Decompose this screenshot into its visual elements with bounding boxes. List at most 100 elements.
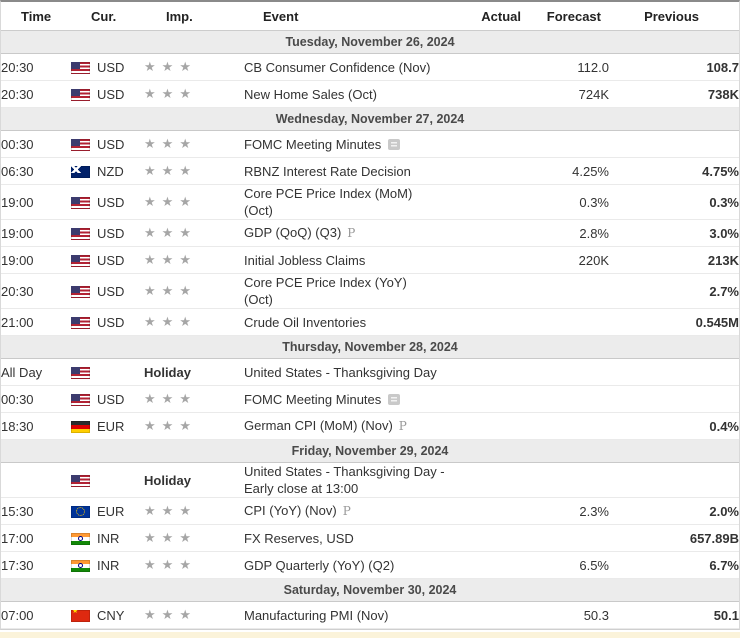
event-link[interactable]: FOMC Meeting Minutes [244,392,381,407]
importance-star-icon: ★ [179,194,191,209]
importance-cell: ★★★ [144,54,244,81]
forecast-cell: 724K [529,81,609,108]
column-header-row: Time Cur. Imp. Event Actual Forecast Pre… [1,2,739,31]
currency-cell: EUR [71,413,144,440]
currency-code: USD [97,392,124,407]
actual-cell [469,220,529,247]
time-cell: 07:00 [1,602,71,629]
event-link[interactable]: Manufacturing PMI (Nov) [244,608,389,623]
forecast-cell: 112.0 [529,54,609,81]
event-row[interactable]: 17:30INR★★★GDP Quarterly (YoY) (Q2)6.5%6… [1,552,739,579]
importance-star-icon: ★ [144,503,156,518]
flag-us-icon [71,197,90,209]
event-link[interactable]: Initial Jobless Claims [244,253,365,268]
event-link[interactable]: German CPI (MoM) (Nov) [244,418,393,433]
event-link[interactable]: New Home Sales (Oct) [244,87,377,102]
actual-cell [469,185,529,220]
previous-cell: 6.7% [609,552,739,579]
previous-cell: 50.1 [609,602,739,629]
event-link[interactable]: GDP (QoQ) (Q3) [244,225,341,240]
time-cell: All Day [1,359,71,386]
event-link[interactable]: GDP Quarterly (YoY) (Q2) [244,558,394,573]
event-row[interactable]: 07:00CNY★★★Manufacturing PMI (Nov)50.350… [1,602,739,629]
time-cell: 00:30 [1,131,71,158]
event-row[interactable]: 19:00USD★★★Initial Jobless Claims220K213… [1,247,739,274]
importance-star-icon: ★ [162,503,174,518]
previous-cell: 2.7% [609,274,739,309]
forecast-cell: 6.5% [529,552,609,579]
previous-cell [609,359,739,386]
forecast-cell [529,413,609,440]
forecast-cell: 220K [529,247,609,274]
time-cell: 19:00 [1,185,71,220]
importance-star-icon: ★ [179,283,191,298]
event-row[interactable]: 20:30USD★★★Core PCE Price Index (YoY)(Oc… [1,274,739,309]
event-row[interactable]: 00:30USD★★★FOMC Meeting Minutes [1,386,739,413]
event-row[interactable]: 15:30EUR★★★CPI (YoY) (Nov)P2.3%2.0% [1,498,739,525]
event-link[interactable]: Crude Oil Inventories [244,315,366,330]
importance-star-icon: ★ [179,136,191,151]
importance-star-icon: ★ [179,86,191,101]
importance-cell: Holiday [144,359,244,386]
event-link[interactable]: FOMC Meeting Minutes [244,137,381,152]
event-row[interactable]: 20:30USD★★★CB Consumer Confidence (Nov) 1… [1,54,739,81]
actual-cell [469,463,529,498]
importance-star-icon: ★ [179,225,191,240]
calendar-table-container: Time Cur. Imp. Event Actual Forecast Pre… [0,0,740,630]
event-row[interactable]: 06:30NZD★★★RBNZ Interest Rate Decision4.… [1,158,739,185]
preliminary-icon: P [347,226,355,240]
event-row[interactable]: 18:30EUR★★★German CPI (MoM) (Nov)P0.4% [1,413,739,440]
currency-code: USD [97,226,124,241]
flag-us-icon [71,317,90,329]
event-link[interactable]: FX Reserves, USD [244,531,354,546]
actual-cell [469,498,529,525]
event-row[interactable]: 19:00USD★★★GDP (QoQ) (Q3)P2.8%3.0% [1,220,739,247]
event-link[interactable]: United States - Thanksgiving Day - Early… [244,464,445,496]
currency-code: USD [97,315,124,330]
report-icon[interactable] [388,139,400,150]
currency-code: USD [97,253,124,268]
currency-cell: USD [71,274,144,309]
event-row[interactable]: HolidayUnited States - Thanksgiving Day … [1,463,739,498]
event-link[interactable]: Core PCE Price Index (YoY)(Oct) [244,275,407,307]
currency-cell: USD [71,54,144,81]
flag-us-icon [71,139,90,151]
currency-code: USD [97,284,124,299]
previous-cell: 0.3% [609,185,739,220]
day-header-label: Saturday, November 30, 2024 [1,579,739,602]
currency-code: USD [97,87,124,102]
event-link[interactable]: United States - Thanksgiving Day [244,365,437,380]
report-icon[interactable] [388,394,400,405]
importance-star-icon: ★ [144,283,156,298]
actual-cell [469,602,529,629]
column-header-currency: Cur. [71,2,144,31]
time-cell: 06:30 [1,158,71,185]
actual-cell [469,552,529,579]
event-row[interactable]: 21:00USD★★★Crude Oil Inventories0.545M [1,309,739,336]
day-header-row: Saturday, November 30, 2024 [1,579,739,602]
event-row[interactable]: 19:00USD★★★Core PCE Price Index (MoM)(Oc… [1,185,739,220]
importance-cell: ★★★ [144,602,244,629]
event-row[interactable]: 00:30USD★★★FOMC Meeting Minutes [1,131,739,158]
currency-cell: EUR [71,498,144,525]
importance-star-icon: ★ [162,59,174,74]
time-cell: 20:30 [1,54,71,81]
event-row[interactable]: 17:00INR★★★FX Reserves, USD657.89B [1,525,739,552]
event-link[interactable]: Core PCE Price Index (MoM)(Oct) [244,186,412,218]
currency-cell [71,463,144,498]
importance-star-icon: ★ [162,418,174,433]
event-link[interactable]: CB Consumer Confidence (Nov) [244,60,430,75]
time-cell: 18:30 [1,413,71,440]
forecast-cell [529,359,609,386]
event-row[interactable]: 20:30USD★★★New Home Sales (Oct)724K738K [1,81,739,108]
flag-eu-icon [71,506,90,518]
event-cell: RBNZ Interest Rate Decision [244,158,469,185]
previous-cell: 108.7 [609,54,739,81]
event-link[interactable]: CPI (YoY) (Nov) [244,503,337,518]
event-link[interactable]: RBNZ Interest Rate Decision [244,164,411,179]
time-cell: 20:30 [1,274,71,309]
importance-star-icon: ★ [144,194,156,209]
holiday-label: Holiday [144,365,191,380]
time-cell: 17:00 [1,525,71,552]
event-row[interactable]: All Day Holiday United States - Thanksgivi… [1,359,739,386]
